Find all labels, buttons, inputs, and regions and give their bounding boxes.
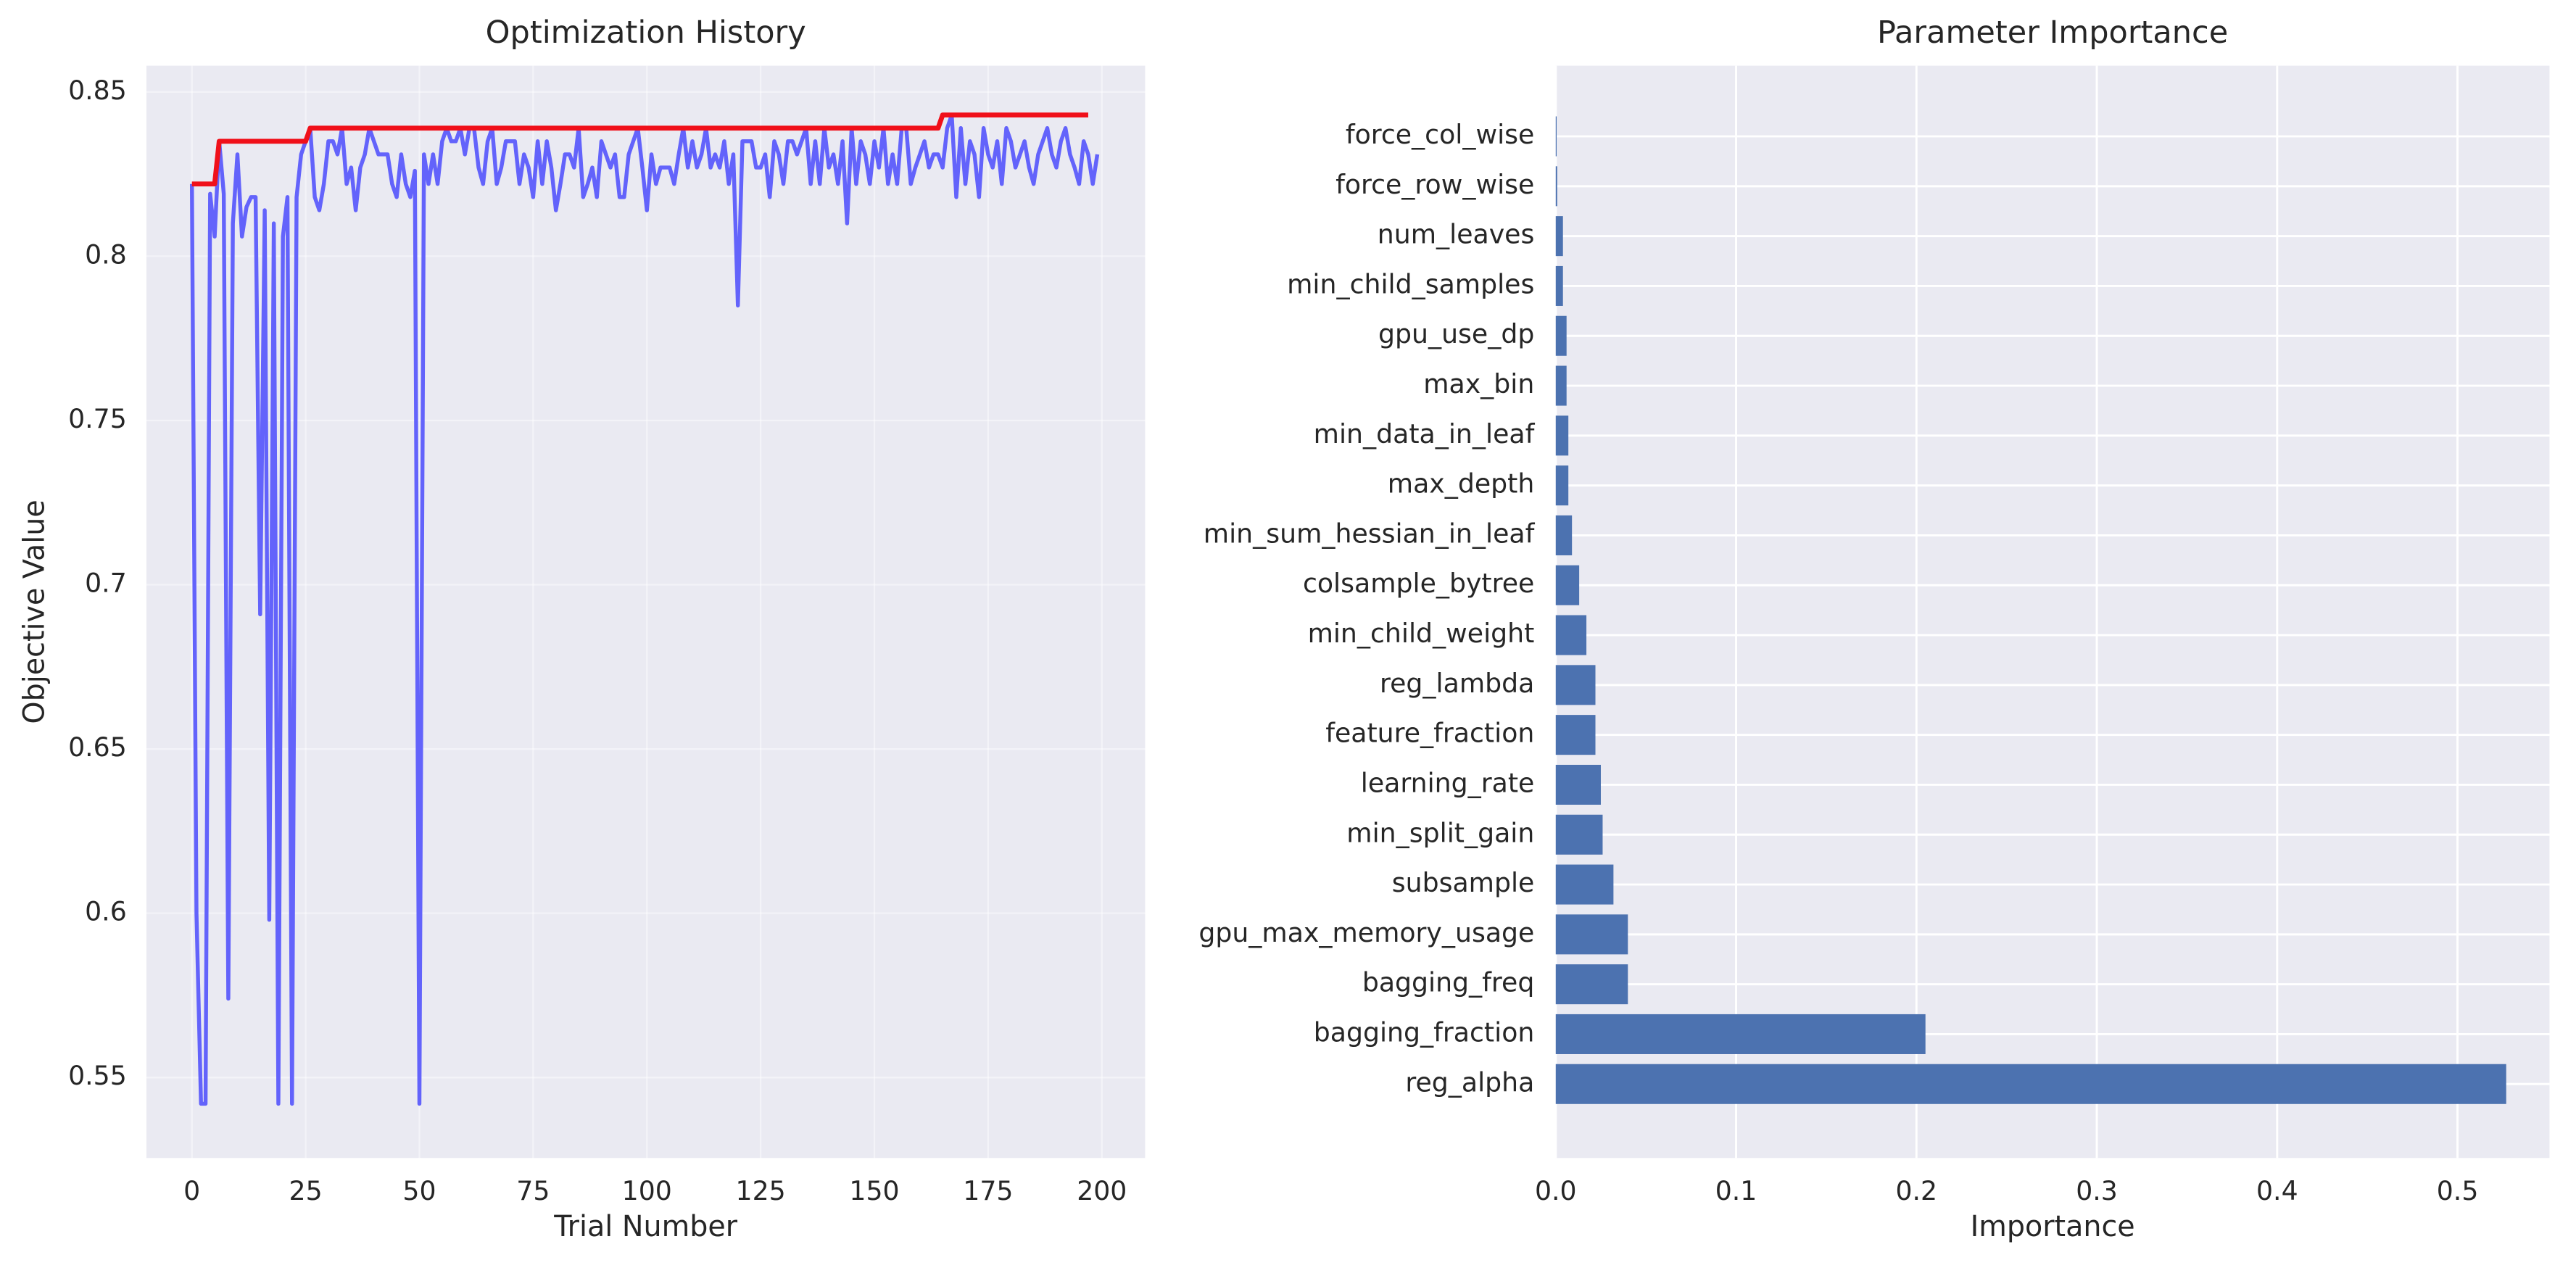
x-tick-label: 0.1: [1715, 1175, 1757, 1206]
bar: [1555, 764, 1601, 805]
y-tick-label: colsample_bytree: [1303, 568, 1534, 599]
y-tick-label: bagging_freq: [1362, 967, 1535, 998]
x-tick-label: 0.4: [2256, 1175, 2298, 1206]
y-tick-label: 0.85: [68, 75, 127, 106]
y-tick-label: max_bin: [1423, 368, 1534, 399]
y-tick-label: min_child_weight: [1308, 618, 1535, 649]
x-tick-label: 150: [849, 1175, 899, 1206]
bar: [1555, 914, 1628, 955]
x-tick-label: 75: [516, 1175, 550, 1206]
series-line: [189, 112, 1100, 1106]
bar: [1555, 116, 1557, 157]
y-tick-label: reg_lambda: [1380, 668, 1534, 699]
y-tick-label: gpu_max_memory_usage: [1198, 917, 1534, 948]
chart-title: Optimization History: [486, 14, 806, 51]
bar: [1555, 465, 1569, 506]
bar: [1555, 1014, 1926, 1054]
y-tick-label: 0.55: [68, 1060, 127, 1091]
y-tick-label: min_sum_hessian_in_leaf: [1204, 518, 1536, 549]
x-tick-label: 0.3: [2076, 1175, 2118, 1206]
x-axis-label: Trial Number: [553, 1210, 737, 1243]
bar: [1555, 315, 1567, 356]
y-tick-label: learning_rate: [1361, 767, 1535, 798]
y-tick-label: min_data_in_leaf: [1314, 418, 1536, 449]
bar: [1555, 1064, 2506, 1104]
x-tick-label: 200: [1077, 1175, 1127, 1206]
y-tick-label: min_child_samples: [1287, 268, 1534, 299]
x-tick-label: 175: [963, 1175, 1013, 1206]
x-tick-label: 100: [622, 1175, 672, 1206]
y-tick-label: gpu_use_dp: [1378, 318, 1534, 349]
y-tick-label: reg_alpha: [1405, 1066, 1534, 1098]
bar: [1555, 615, 1587, 655]
y-tick-label: force_row_wise: [1335, 169, 1534, 200]
bar: [1555, 515, 1573, 555]
bar: [1555, 814, 1603, 855]
y-tick-label: 0.7: [85, 568, 127, 599]
chart-title: Parameter Importance: [1877, 14, 2228, 51]
x-tick-label: 50: [402, 1175, 436, 1206]
y-axis-label: Objective Value: [18, 500, 51, 724]
x-tick-label: 0.2: [1895, 1175, 1937, 1206]
bar: [1555, 864, 1614, 905]
y-tick-label: force_col_wise: [1346, 119, 1535, 150]
bar: [1555, 665, 1596, 705]
x-tick-label: 25: [289, 1175, 323, 1206]
y-tick-label: 0.6: [85, 896, 127, 927]
x-tick-label: 0: [183, 1175, 200, 1206]
x-axis-label: Importance: [1971, 1210, 2135, 1243]
bar: [1555, 265, 1563, 306]
bar: [1555, 715, 1596, 755]
plot-area: [1555, 65, 2550, 1159]
y-tick-label: 0.75: [68, 403, 127, 434]
bar: [1555, 565, 1580, 605]
y-tick-label: min_split_gain: [1346, 817, 1534, 848]
y-tick-label: 0.65: [68, 732, 127, 763]
y-tick-label: bagging_fraction: [1314, 1016, 1535, 1048]
plot-area: [146, 65, 1146, 1159]
bar: [1555, 216, 1563, 257]
y-tick-label: subsample: [1392, 867, 1535, 898]
series-line: [191, 112, 1088, 187]
y-tick-label: feature_fraction: [1325, 718, 1534, 749]
bar: [1555, 166, 1557, 207]
bar: [1555, 964, 1628, 1005]
x-tick-label: 0.5: [2437, 1175, 2479, 1206]
bar: [1555, 415, 1569, 456]
x-tick-label: 125: [736, 1175, 786, 1206]
y-tick-label: max_depth: [1388, 468, 1535, 500]
y-tick-label: 0.8: [85, 239, 127, 270]
x-tick-label: 0.0: [1535, 1175, 1577, 1206]
bar: [1555, 365, 1567, 406]
y-tick-label: num_leaves: [1378, 219, 1535, 250]
